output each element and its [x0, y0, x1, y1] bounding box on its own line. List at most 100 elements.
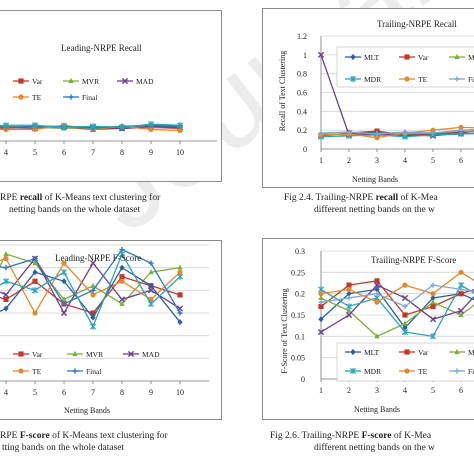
legend-item-mlt: MLT: [345, 53, 380, 62]
data-point: [148, 126, 154, 133]
data-point: [402, 324, 408, 331]
legend-item-var: Var: [13, 350, 43, 359]
legend-item-mdr: MDR: [345, 75, 381, 84]
legend-marker: [72, 350, 78, 357]
caption-bold: F-score: [361, 431, 392, 441]
caption-pre: RPE: [0, 193, 20, 203]
y-tick-label: 0.25: [291, 268, 305, 277]
caption-line2: different netting bands on the w: [314, 205, 435, 215]
legend-label: TE: [32, 93, 42, 102]
series-unnamed-6: [0, 250, 184, 330]
chart-title: Leading-NRPE Recall: [61, 43, 142, 53]
data-point: [318, 291, 324, 297]
x-tick-label: 3: [375, 386, 379, 395]
data-point: [89, 123, 97, 130]
data-point: [430, 282, 436, 288]
series-final: [318, 282, 474, 310]
data-point: [457, 307, 465, 314]
data-point: [148, 269, 154, 275]
data-point: [374, 278, 380, 284]
legend-marker: [121, 77, 129, 85]
legend-item-mad: MAD: [117, 77, 154, 86]
y-tick-label: 0.3: [295, 247, 305, 256]
data-point: [61, 278, 67, 285]
data-point: [345, 303, 353, 310]
x-axis-label: Netting Bands: [354, 405, 400, 414]
data-point: [118, 250, 126, 258]
data-point: [346, 307, 352, 313]
legend-label: MLT: [364, 348, 380, 357]
data-point: [3, 256, 9, 262]
legend-marker: [127, 350, 135, 358]
chart-title: Trailing-NRPE F-Score: [371, 255, 456, 265]
caption-trailing-fscore: Fig 2.6. Trailing-NRPE F-score of K-Mea …: [270, 430, 435, 454]
caption-leading-recall: RPE recall of K-Means text clustering fo…: [0, 192, 160, 216]
legend-item-mvr: MVR: [449, 348, 474, 357]
series-unnamed-5: [0, 121, 184, 131]
data-point: [318, 130, 324, 136]
caption-line2: different netting bands on the w: [314, 443, 435, 453]
data-point: [374, 333, 380, 339]
x-axis-label: Netting Bands: [64, 406, 110, 415]
data-point: [31, 287, 39, 294]
legend-item-final: Final: [449, 367, 474, 376]
x-tick-label: 5: [33, 388, 37, 397]
legend-label: MVR: [82, 77, 99, 86]
legend-marker: [454, 76, 460, 82]
data-point: [32, 256, 38, 262]
x-tick-label: 3: [375, 156, 379, 165]
legend-label: MVR: [468, 53, 474, 62]
caption-line2: tting bands on the whole dataset: [2, 443, 125, 453]
legend-marker: [404, 54, 410, 60]
series-line: [0, 253, 181, 305]
data-point: [374, 135, 380, 141]
series-line: [0, 248, 181, 314]
data-point: [60, 124, 68, 131]
data-point: [3, 250, 9, 257]
caption-bold: recall: [19, 193, 43, 203]
legend-marker: [350, 53, 356, 61]
legend-marker: [404, 349, 410, 355]
legend-label: Final: [82, 93, 97, 102]
data-point: [402, 129, 408, 135]
legend-label: MDR: [364, 75, 381, 84]
data-point: [458, 124, 464, 130]
legend-label: Var: [418, 348, 429, 357]
data-point: [317, 51, 325, 58]
legend-item-mlt: MLT: [345, 348, 380, 357]
data-point: [177, 310, 183, 316]
data-point: [176, 273, 184, 280]
leading-recall-plot: 4 5 6 7 8 9 10 Leading-NRPE Recall Var MVR MAD TE Fi…: [0, 43, 217, 157]
y-tick-label: 1: [303, 51, 307, 60]
caption-pre: Fig 2.6. Trailing-NRPE: [270, 431, 362, 441]
data-point: [119, 274, 125, 280]
data-point: [430, 130, 436, 136]
leading-recall-chart: 4 5 6 7 8 9 10 Leading-NRPE Recall Var MVR MAD TE Fi…: [0, 10, 222, 182]
series-mvr: [0, 250, 183, 307]
data-point: [346, 290, 352, 297]
legend-label: MVR: [468, 348, 474, 357]
legend-label: MLT: [364, 53, 380, 62]
legend-marker: [454, 53, 460, 60]
y-axis-label: Recall of Text Clustering: [278, 51, 287, 131]
caption-post: of K-Means text clustering for: [49, 431, 168, 441]
data-point: [2, 278, 10, 285]
data-point: [430, 299, 436, 305]
data-point: [429, 316, 437, 323]
data-point: [374, 286, 380, 293]
data-point: [3, 296, 9, 302]
legend-marker: [18, 368, 24, 374]
data-point: [318, 294, 324, 301]
legend-label: TE: [32, 367, 42, 376]
x-tick-label: 10: [176, 148, 184, 157]
legend-label: MDR: [364, 367, 381, 376]
data-point: [61, 296, 67, 302]
data-point: [32, 126, 38, 133]
legend-item-te: TE: [399, 367, 428, 376]
data-point: [317, 328, 325, 336]
series-line: [0, 252, 181, 329]
series-line: [0, 257, 181, 315]
legend-marker: [18, 94, 24, 100]
data-point: [429, 333, 437, 340]
x-tick-label: 6: [62, 148, 66, 157]
